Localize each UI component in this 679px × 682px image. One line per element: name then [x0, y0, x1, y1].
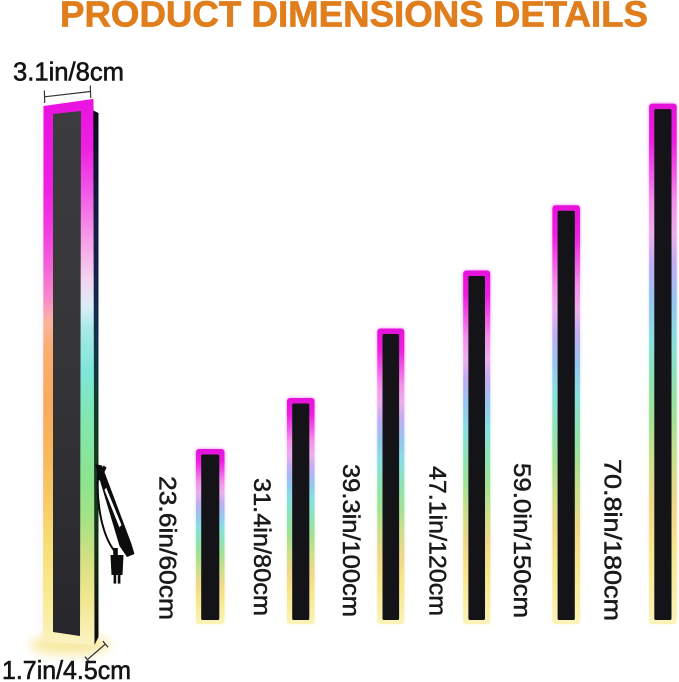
svg-text:1.7in/4.5cm: 1.7in/4.5cm — [2, 655, 131, 682]
svg-text:47.1in/120cm: 47.1in/120cm — [424, 466, 451, 616]
svg-text:59.0in/150cm: 59.0in/150cm — [508, 463, 535, 618]
svg-text:70.8in/180cm: 70.8in/180cm — [599, 459, 626, 621]
svg-text:31.4in/80cm: 31.4in/80cm — [248, 478, 275, 616]
svg-text:PRODUCT DIMENSIONS DETAILS: PRODUCT DIMENSIONS DETAILS — [60, 0, 648, 35]
svg-text:23.6in/60cm: 23.6in/60cm — [154, 476, 181, 620]
svg-text:39.3in/100cm: 39.3in/100cm — [337, 464, 364, 617]
svg-text:3.1in/8cm: 3.1in/8cm — [13, 57, 124, 87]
